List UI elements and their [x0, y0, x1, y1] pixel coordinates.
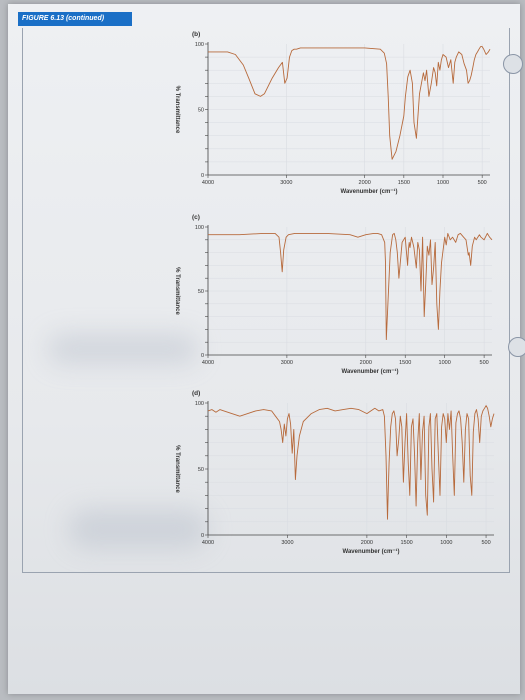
x-axis-label: Wavenumber (cm⁻¹): [341, 188, 398, 195]
spectrum-panel-3: 4000 3000 2000 1500 1000 500 0 50 100 Wavenumber …: [174, 390, 495, 555]
spectrum-panel-1: 4000 3000 2000 1500 1000 500 0 50 100 Wavenumber …: [174, 31, 491, 195]
panel-label: (c): [192, 214, 200, 221]
spectrum-panel-2: 4000 3000 2000 1500 1000 500 0 50 100 Wavenumber …: [174, 214, 493, 375]
x-tick-label: 3000: [281, 360, 293, 366]
binder-ring-top: [503, 54, 523, 74]
spectrum-line: [208, 232, 493, 341]
y-axis-label: % Transmittance: [174, 86, 180, 134]
y-tick-label: 100: [195, 401, 204, 407]
panel-label: (b): [192, 31, 200, 38]
x-tick-label: 1000: [440, 540, 452, 546]
x-tick-label: 2000: [360, 360, 372, 366]
x-tick-label: 1000: [439, 360, 451, 366]
y-axis-label: % Transmittance: [174, 445, 180, 493]
x-tick-label: 500: [478, 180, 487, 186]
panel-label: (d): [192, 390, 200, 397]
x-tick-label: 3000: [281, 540, 293, 546]
spectrum-line: [208, 46, 491, 160]
x-tick-label: 1500: [399, 360, 411, 366]
x-tick-label: 500: [481, 540, 490, 546]
figure-header: FIGURE 6.13 (continued): [18, 12, 132, 26]
x-tick-label: 3000: [280, 180, 292, 186]
y-tick-label: 100: [195, 42, 204, 48]
x-tick-label: 1000: [437, 180, 449, 186]
y-tick-label: 50: [198, 467, 204, 473]
x-tick-label: 4000: [202, 360, 214, 366]
x-tick-label: 2000: [361, 540, 373, 546]
y-tick-label: 50: [198, 289, 204, 295]
y-tick-label: 0: [201, 353, 204, 359]
x-tick-label: 4000: [202, 540, 214, 546]
binder-ring-middle: [508, 337, 525, 357]
y-tick-label: 0: [201, 173, 204, 179]
x-axis-label: Wavenumber (cm⁻¹): [343, 548, 400, 555]
textbook-page: FIGURE 6.13 (continued): [8, 4, 520, 694]
y-axis-label: % Transmittance: [174, 267, 180, 315]
x-tick-label: 4000: [202, 180, 214, 186]
figure-frame: [22, 28, 510, 573]
x-tick-label: 1500: [400, 540, 412, 546]
x-tick-label: 1500: [398, 180, 410, 186]
x-tick-label: 500: [480, 360, 489, 366]
x-tick-label: 2000: [359, 180, 371, 186]
x-axis-label: Wavenumber (cm⁻¹): [342, 368, 399, 375]
y-tick-label: 100: [195, 225, 204, 231]
spectrum-line: [207, 405, 495, 520]
y-tick-label: 0: [201, 533, 204, 539]
y-tick-label: 50: [198, 108, 204, 114]
